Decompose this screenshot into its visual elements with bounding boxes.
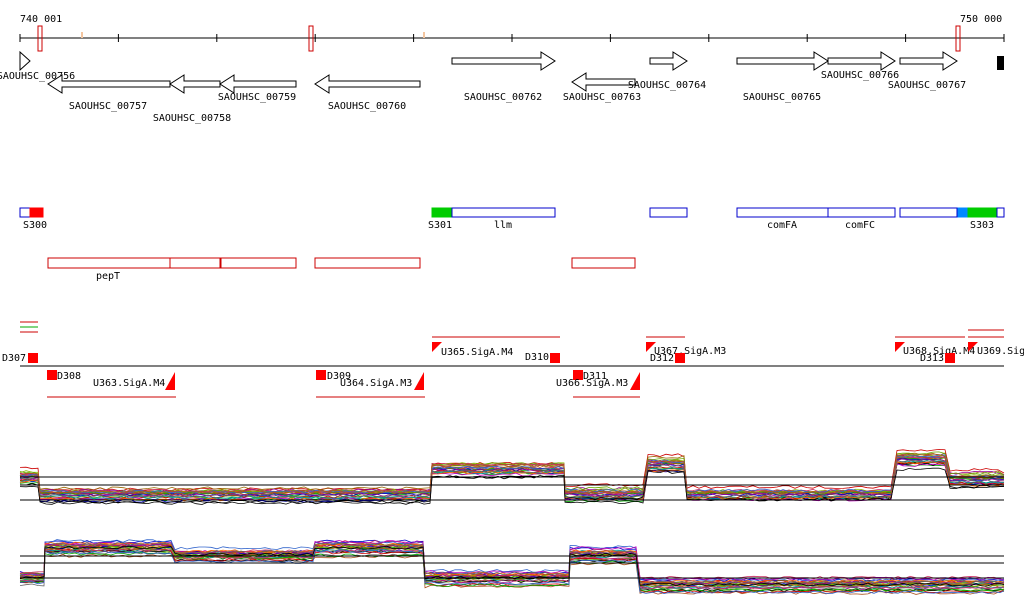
gene-arrow: [219, 74, 297, 94]
gene-arrow: [47, 74, 171, 94]
expression-line: [19, 545, 1005, 587]
annotation-label: S300: [23, 220, 47, 231]
gene-label: SAOUHSC_00764: [628, 80, 706, 91]
feature-label: U364.SigA.M3: [340, 378, 412, 389]
annotation-label: S303: [970, 220, 994, 231]
annotation-box: [957, 207, 969, 218]
annotation-box: [996, 207, 1005, 218]
expression-line: [19, 452, 1005, 494]
ruler-marker: [37, 25, 43, 52]
gene-label: SAOUHSC_00759: [218, 92, 296, 103]
gene-label: SAOUHSC_00767: [888, 80, 966, 91]
feature-label: D309: [327, 371, 351, 382]
gene-arrow: [169, 74, 221, 94]
feature-label: U366.SigA.M3: [556, 378, 628, 389]
gene-block: [997, 56, 1004, 70]
annotation-label: llm: [494, 220, 512, 231]
annotation-box: [827, 207, 896, 218]
annotation-box: [967, 207, 998, 218]
expression-line: [19, 453, 1005, 495]
expression-line: [19, 542, 1005, 585]
gene-label: SAOUHSC_00765: [743, 92, 821, 103]
annotation-label: comFA: [767, 220, 797, 231]
feature-label: U368.SigA.M4: [903, 346, 975, 357]
operon-box: [571, 257, 636, 269]
feature-box: [945, 353, 955, 363]
feature-triangle: [646, 342, 656, 352]
feature-triangle: [165, 372, 175, 390]
operon-box: [169, 257, 221, 269]
annotation-label: comFC: [845, 220, 875, 231]
ruler-marker-faint: [423, 32, 425, 38]
feature-triangle: [968, 342, 978, 352]
gene-arrow: [736, 51, 829, 71]
gene-arrow: [649, 51, 688, 71]
gene-label: SAOUHSC_00756: [0, 71, 75, 82]
feature-label: U365.SigA.M4: [441, 347, 513, 358]
expression-line: [19, 551, 1005, 593]
ruler-marker: [308, 25, 314, 52]
annotation-label: S301: [428, 220, 452, 231]
feature-label: D313: [920, 353, 944, 364]
gene-label: SAOUHSC_00760: [328, 101, 406, 112]
gene-arrow: [314, 74, 421, 94]
operon-label: pepT: [96, 271, 120, 282]
ruler-end: 750 000: [960, 14, 1002, 25]
feature-label: D308: [57, 371, 81, 382]
feature-label: D312: [650, 353, 674, 364]
feature-triangle: [432, 342, 442, 352]
ruler-marker-faint: [81, 32, 83, 38]
feature-label: D311: [583, 371, 607, 382]
expression-line: [19, 458, 1005, 499]
feature-box: [47, 370, 57, 380]
ruler-start: 740 001: [20, 14, 62, 25]
feature-triangle: [630, 372, 640, 390]
annotation-box: [29, 207, 44, 218]
operon-box: [314, 257, 421, 269]
gene-arrow: [571, 72, 636, 92]
annotation-box: [899, 207, 958, 218]
feature-label: D310: [525, 352, 549, 363]
feature-label: D307: [2, 353, 26, 364]
operon-box: [220, 257, 297, 269]
annotation-box: [451, 207, 556, 218]
gene-label: SAOUHSC_00763: [563, 92, 641, 103]
feature-box: [550, 353, 560, 363]
gene-label: SAOUHSC_00757: [69, 101, 147, 112]
gene-arrow: [451, 51, 556, 71]
feature-label: U369.Sig: [977, 346, 1024, 357]
gene-arrow: [19, 50, 31, 72]
expression-line: [19, 549, 1005, 595]
gene-label: SAOUHSC_00766: [821, 70, 899, 81]
gene-label: SAOUHSC_00758: [153, 113, 231, 124]
feature-box: [573, 370, 583, 380]
feature-triangle: [895, 342, 905, 352]
feature-triangle: [414, 372, 424, 390]
feature-box: [316, 370, 326, 380]
annotation-box: [431, 207, 453, 218]
expression-line: [19, 548, 1005, 594]
gene-arrow: [827, 51, 896, 71]
ruler-marker: [955, 25, 961, 52]
gene-label: SAOUHSC_00762: [464, 92, 542, 103]
feature-box: [28, 353, 38, 363]
feature-box: [675, 353, 685, 363]
feature-label: U367.SigA.M3: [654, 346, 726, 357]
annotation-box: [649, 207, 688, 218]
feature-label: U363.SigA.M4: [93, 378, 165, 389]
expression-line: [19, 458, 1005, 497]
gene-arrow: [899, 51, 958, 71]
